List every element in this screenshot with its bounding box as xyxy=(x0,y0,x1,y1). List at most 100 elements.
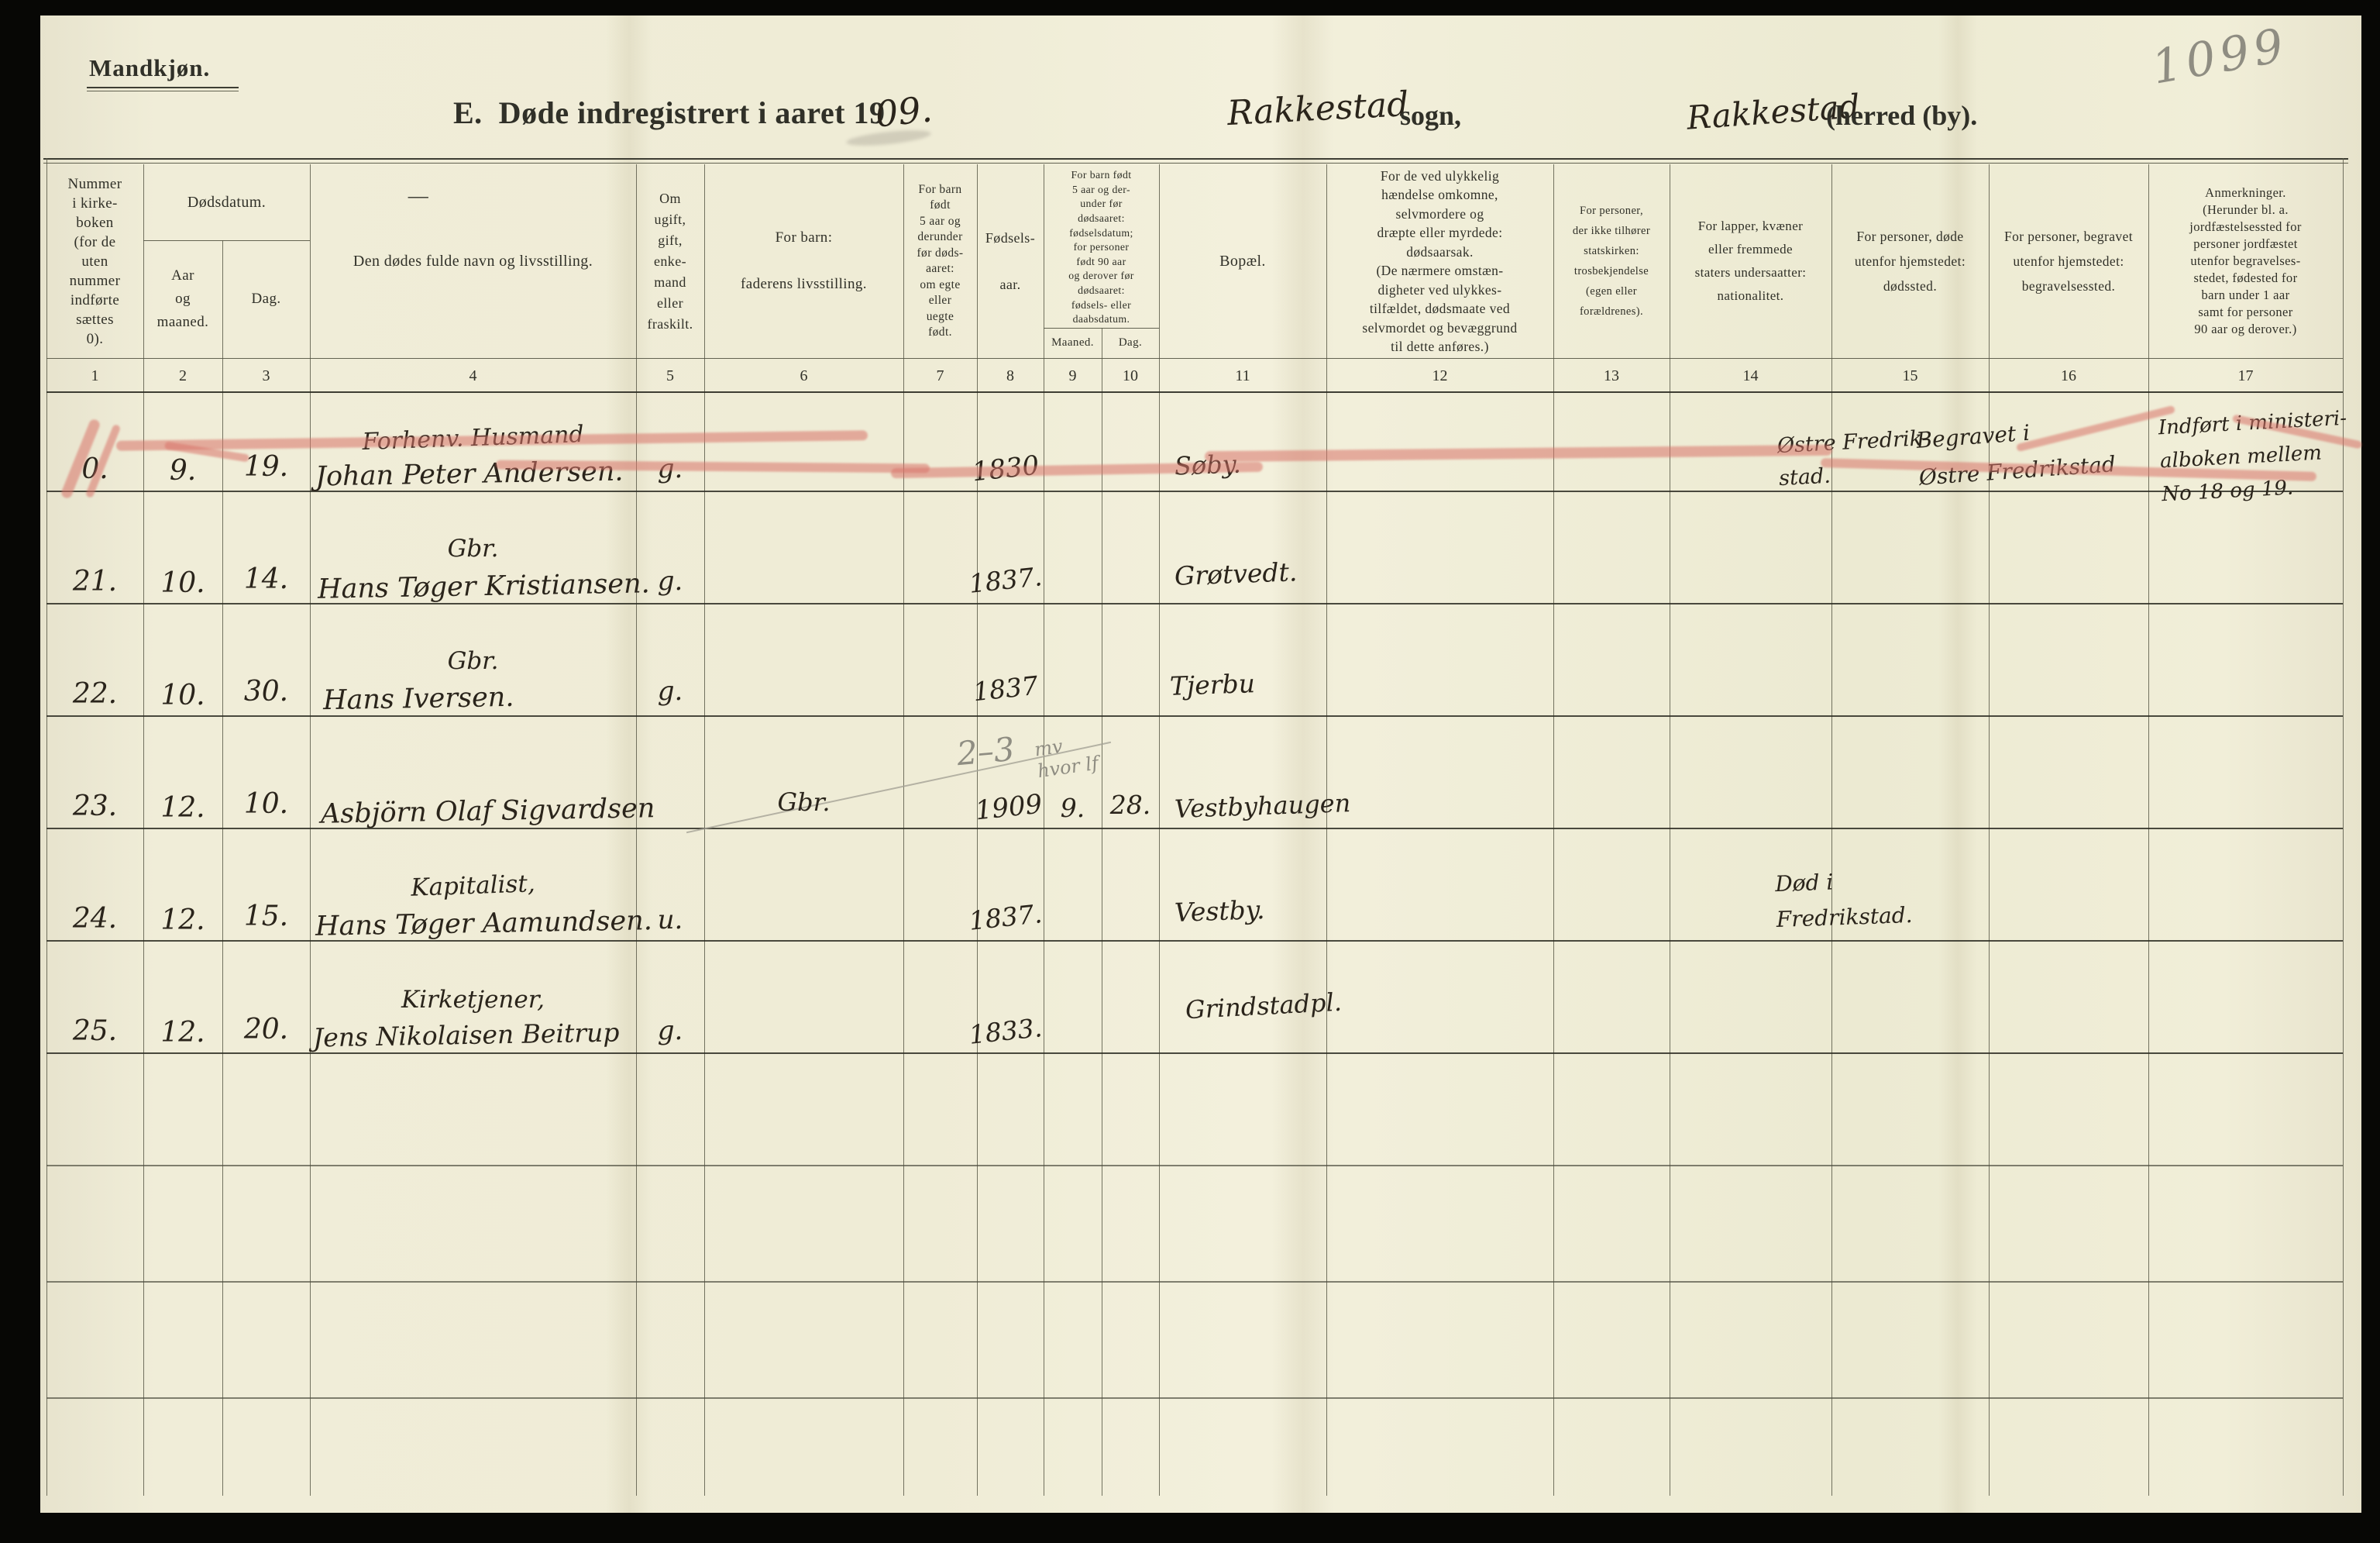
table-rule-v xyxy=(222,240,223,1496)
header-father-occupation: For barn: faderens livsstilling. xyxy=(741,229,867,292)
entry-marital-status: g. xyxy=(657,676,683,707)
paper-crease xyxy=(606,15,652,1513)
handwritten-parish-name: Rakkestad xyxy=(1226,84,1410,134)
entry-death-month: 12. xyxy=(160,904,205,936)
col-number-3: 3 xyxy=(262,367,270,384)
entry-residence: Tjerbu xyxy=(1169,668,1256,701)
col-number-2: 2 xyxy=(179,367,187,384)
header-full-name: Den dødes fulde navn og livsstilling. xyxy=(353,252,593,270)
page-title: E. Døde indregistrert i aaret 19 xyxy=(453,95,886,130)
header-bottom-rule xyxy=(46,358,2343,359)
entry-name: Asbjörn Olaf Sigvardsen xyxy=(320,793,655,830)
entry-marital-status: g. xyxy=(657,1015,683,1046)
entry-death-day: 10. xyxy=(243,788,289,820)
entry-father-occupation: Gbr. xyxy=(777,787,831,817)
table-rule-v xyxy=(2343,158,2344,1496)
table-rule-v xyxy=(310,164,311,1496)
entry-occupation: Kirketjener, xyxy=(401,986,545,1014)
header-remarks: Anmerkninger. (Herunder bl. a. jordfæste… xyxy=(2189,185,2302,336)
entry-birth-year: 1837. xyxy=(967,898,1044,936)
entry-death-day: 19. xyxy=(243,451,289,483)
deathdate-split-rule xyxy=(143,240,310,241)
header-burial-place: For personer, begravet utenfor hjemstede… xyxy=(2003,229,2134,294)
row-rule-empty xyxy=(46,1397,2343,1399)
table-rule-v xyxy=(704,164,705,1496)
header-marital-status: Om ugift, gift, enke- mand eller fraskil… xyxy=(647,190,693,332)
table-rule-v xyxy=(143,164,144,1496)
paper-crease xyxy=(1272,15,1334,1513)
header-birth-day: Dag. xyxy=(1118,336,1143,349)
row-rule-empty xyxy=(46,1165,2343,1166)
table-rule-v xyxy=(1553,164,1554,1496)
table-rule-v xyxy=(636,164,637,1496)
entry-death-month: 12. xyxy=(160,1017,205,1049)
table-rule-v xyxy=(2148,164,2149,1496)
entry-birth-year: 1837. xyxy=(967,561,1044,599)
sex-section-label: Mandkjøn. xyxy=(89,54,211,81)
entry-death-day: 20. xyxy=(243,1014,289,1045)
row-rule xyxy=(46,603,2343,604)
entry-death-day: 30. xyxy=(243,676,289,708)
col-number-8: 8 xyxy=(1006,367,1014,384)
entry-name: Hans Tøger Aamundsen. xyxy=(315,905,653,942)
scanned-register-page: Mandkjøn. E. Døde indregistrert i aaret … xyxy=(40,15,2363,1513)
entry-burial-place: Begravet i Østre Fredrikstad xyxy=(1915,419,2116,491)
table-rule-v xyxy=(1989,164,1990,1496)
header-birth-date-group: For barn født 5 aar og der- under før dø… xyxy=(1068,169,1134,325)
header-nationality: For lapper, kvæner eller fremmede stater… xyxy=(1694,219,1807,303)
col-number-16: 16 xyxy=(2061,367,2076,384)
table-rule-v xyxy=(46,158,47,1496)
entry-birth-day: 28. xyxy=(1109,790,1151,820)
entry-death-month: 10. xyxy=(160,680,205,711)
entry-death-place: Død i Fredrikstad. xyxy=(1774,869,1914,933)
header-death-place: For personer, døde utenfor hjemstedet: d… xyxy=(1854,229,1966,294)
table-rule-v xyxy=(1831,164,1832,1496)
entry-death-day: 15. xyxy=(243,901,289,932)
table-rule-v xyxy=(903,164,904,1496)
entry-death-month: 12. xyxy=(160,792,205,824)
birthdate-split-rule xyxy=(1044,328,1159,329)
parish-label: sogn, xyxy=(1400,100,1462,131)
entry-number: 23. xyxy=(72,790,118,822)
col-number-10: 10 xyxy=(1123,367,1138,384)
col-number-12: 12 xyxy=(1432,367,1448,384)
row-rule xyxy=(46,940,2343,942)
col-number-7: 7 xyxy=(936,367,944,384)
table-top-rule-2 xyxy=(43,163,2348,164)
col-number-11: 11 xyxy=(1235,367,1250,384)
entry-birth-year: 1833. xyxy=(967,1012,1044,1050)
row-rule xyxy=(46,491,2343,492)
paper-crease xyxy=(1938,15,1977,1513)
entry-death-month: 9. xyxy=(169,455,197,487)
entry-birth-month: 9. xyxy=(1060,793,1085,823)
header-number-in-churchbook: Nummer i kirke- boken (for de uten numme… xyxy=(67,175,122,347)
row-rule xyxy=(46,1052,2343,1054)
entry-occupation: Kapitalist, xyxy=(410,870,536,902)
entry-name: Hans Tøger Kristiansen. xyxy=(317,568,651,605)
entry-name: Hans Iversen. xyxy=(322,681,514,717)
row-rule xyxy=(46,715,2343,717)
district-label: (herred (by). xyxy=(1826,100,1978,131)
col-number-6: 6 xyxy=(800,367,808,384)
table-top-rule xyxy=(43,158,2348,160)
entry-residence: Vestby. xyxy=(1174,894,1266,928)
table-rule-v xyxy=(1326,164,1327,1496)
col-number-13: 13 xyxy=(1604,367,1619,384)
corner-page-number: 1099 xyxy=(2148,18,2292,95)
header-death-year-month: Aar og maaned. xyxy=(156,267,209,330)
col-number-9: 9 xyxy=(1068,367,1077,384)
entry-birth-year: 1837 xyxy=(972,670,1040,708)
entry-occupation: Gbr. xyxy=(447,535,499,563)
header-name-dash: — xyxy=(408,184,429,207)
table-rule-v xyxy=(1159,164,1160,1496)
entry-marital-status: u. xyxy=(657,904,683,935)
entry-name: Jens Nikolaisen Beitrup xyxy=(312,1017,620,1053)
header-birth-year: Fødsels- aar. xyxy=(985,230,1036,292)
col-number-4: 4 xyxy=(469,367,477,384)
col-number-5: 5 xyxy=(666,367,674,384)
entry-number: 24. xyxy=(72,903,118,935)
row-rule xyxy=(46,828,2343,829)
table-rule-v xyxy=(977,164,978,1496)
header-death-date-group: Dødsdatum. xyxy=(187,193,267,211)
entry-occupation: Gbr. xyxy=(447,647,499,675)
